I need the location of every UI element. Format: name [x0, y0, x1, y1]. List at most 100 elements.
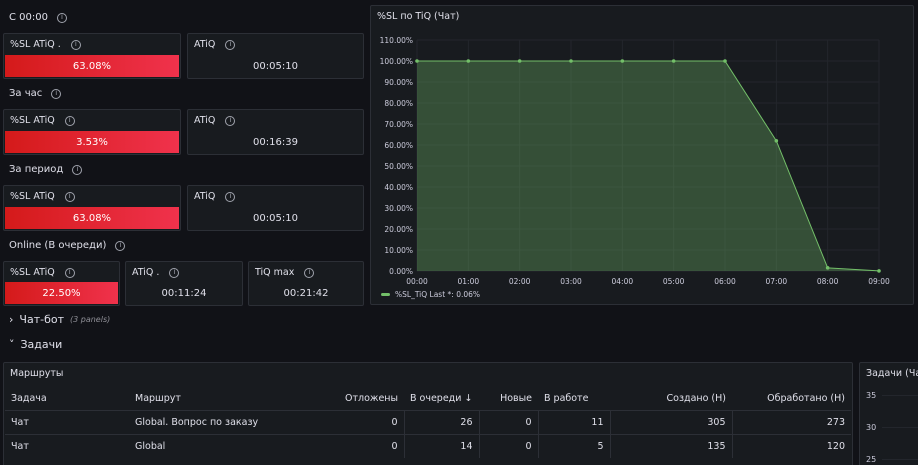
atiq-value: 00:16:39 [253, 137, 298, 148]
info-icon[interactable]: i [51, 88, 62, 99]
data-point [877, 269, 881, 273]
sl-value-bar: 63.08% [5, 55, 179, 77]
y-tick-label: 10.00% [384, 246, 413, 255]
col-header-in-queue[interactable]: В очереди ↓ [410, 393, 473, 405]
col-header-processed[interactable]: Обработано (Н) [767, 393, 845, 405]
col-header-postponed[interactable]: Отложены [344, 393, 398, 405]
stat-panel-atiq-hour[interactable]: ATiQ i 00:16:39 [187, 109, 364, 155]
tasks-chart-title: Задачи (Ча [866, 368, 918, 379]
stat-panel-sl-atiq-period[interactable]: %SL ATiQ i 63.08% [3, 185, 181, 231]
data-point [569, 59, 573, 63]
y-tick-label: 0.00% [389, 267, 413, 276]
col-header-in-work[interactable]: В работе [544, 393, 589, 405]
col-header-route[interactable]: Маршрут [135, 393, 181, 405]
info-icon[interactable]: i [225, 191, 236, 202]
tasks-chart-panel[interactable]: Задачи (Ча 35 30 25 [859, 362, 918, 465]
info-icon[interactable]: i [64, 267, 75, 278]
table-row[interactable]: Чат Global. Вопрос по заказу 0 26 0 11 3… [5, 409, 851, 434]
table-row[interactable]: Чат Global 0 14 0 5 135 120 [5, 433, 851, 458]
panel-title: ATiQ [194, 191, 216, 202]
stat-panel-atiq-online[interactable]: ATiQ . i 00:11:24 [125, 261, 243, 306]
stat-panel-sl-atiq-online[interactable]: %SL ATiQ i 22.50% [3, 261, 120, 306]
routes-table: Задача Маршрут Отложены В очереди ↓ Новы… [5, 388, 851, 458]
y-tick-label: 20.00% [384, 225, 413, 234]
info-icon[interactable]: i [304, 267, 315, 278]
panel-title: ATiQ [194, 39, 216, 50]
x-tick-label: 09:00 [868, 277, 890, 286]
series-area [417, 61, 879, 271]
col-header-task[interactable]: Задача [11, 393, 47, 405]
data-point [825, 266, 830, 270]
section-title-since-midnight: С 00:00 i [9, 12, 67, 23]
col-header-new[interactable]: Новые [500, 393, 532, 405]
data-point [415, 59, 419, 63]
tiq-max-value: 00:21:42 [283, 288, 329, 299]
legend-swatch [381, 293, 390, 296]
x-tick-label: 04:00 [612, 277, 634, 286]
y-tick-label: 90.00% [384, 78, 413, 87]
sl-value-bar: 63.08% [5, 207, 179, 229]
y-tick-label: 100.00% [380, 57, 413, 66]
info-icon[interactable]: i [72, 164, 83, 175]
stat-panel-sl-atiq-hour[interactable]: %SL ATiQ i 3.53% [3, 109, 181, 155]
y-tick-label: 25 [866, 455, 877, 464]
series-line [417, 60, 880, 272]
atiq-value: 00:05:10 [253, 61, 298, 72]
y-tick-label: 35 [866, 391, 877, 400]
y-tick-label: 110.00% [380, 36, 413, 45]
info-icon[interactable]: i [115, 240, 126, 251]
y-tick-label: 30 [866, 423, 877, 432]
sl-value-bar: 22.50% [5, 282, 118, 304]
info-icon[interactable]: i [225, 39, 236, 50]
section-title-period: За период i [9, 164, 83, 175]
info-icon[interactable]: i [56, 12, 67, 23]
panel-title: ATiQ [194, 115, 216, 126]
y-tick-label: 40.00% [384, 183, 413, 192]
info-icon[interactable]: i [169, 267, 180, 278]
y-tick-label: 80.00% [384, 99, 413, 108]
info-icon[interactable]: i [64, 115, 75, 126]
info-icon[interactable]: i [225, 115, 236, 126]
x-tick-label: 03:00 [560, 277, 582, 286]
section-title-online: Online (В очереди) i [9, 240, 126, 251]
stat-panel-sl-atiq[interactable]: %SL ATiQ . i 63.08% [3, 33, 181, 79]
stat-panel-atiq-period[interactable]: ATiQ i 00:05:10 [187, 185, 364, 231]
routes-panel[interactable]: Маршруты Задача Маршрут Отложены В очере… [3, 362, 853, 465]
chart-title: %SL по TiQ (Чат) [377, 11, 460, 22]
data-point [517, 59, 522, 63]
x-tick-label: 00:00 [406, 277, 428, 286]
atiq-value: 00:05:10 [253, 213, 298, 224]
sl-value-bar: 3.53% [5, 131, 179, 153]
chevron-right-icon: › [9, 313, 14, 326]
panel-title: ATiQ . [132, 267, 160, 278]
sort-arrow-icon: ↓ [464, 393, 473, 405]
x-tick-label: 02:00 [509, 277, 531, 286]
panel-title: %SL ATiQ [10, 267, 55, 278]
info-icon[interactable]: i [64, 191, 75, 202]
panel-title: %SL ATiQ [10, 191, 55, 202]
y-tick-label: 60.00% [384, 141, 413, 150]
data-point [620, 59, 625, 63]
stat-panel-tiq-max[interactable]: TiQ max i 00:21:42 [248, 261, 364, 306]
chart-panel-sl-tiq[interactable]: %SL по TiQ (Чат) 0.00% 10.00% 20.00% 30.00%… [370, 5, 914, 305]
y-tick-label: 70.00% [384, 120, 413, 129]
row-tasks[interactable]: ˅ Задачи [9, 338, 63, 351]
stat-panel-atiq[interactable]: ATiQ i 00:05:10 [187, 33, 364, 79]
data-point [774, 139, 779, 143]
sl-tiq-chart: 0.00% 10.00% 20.00% 30.00% 40.00% 50.00% 60.00… [380, 36, 890, 299]
data-point [723, 59, 727, 63]
chevron-down-icon: ˅ [9, 338, 15, 351]
info-icon[interactable]: i [70, 39, 81, 50]
row-chatbot[interactable]: › Чат-бот (3 panels) [9, 313, 111, 326]
y-tick-label: 50.00% [384, 162, 413, 171]
panel-title: %SL ATiQ . [10, 39, 61, 50]
x-tick-label: 01:00 [458, 277, 480, 286]
x-tick-label: 06:00 [714, 277, 736, 286]
panel-title: %SL ATiQ [10, 115, 55, 126]
x-tick-label: 07:00 [766, 277, 788, 286]
panel-title: TiQ max [255, 267, 295, 278]
data-point [671, 59, 676, 63]
col-header-created[interactable]: Создано (Н) [666, 393, 727, 405]
data-point [466, 59, 471, 63]
routes-title: Маршруты [10, 368, 64, 379]
